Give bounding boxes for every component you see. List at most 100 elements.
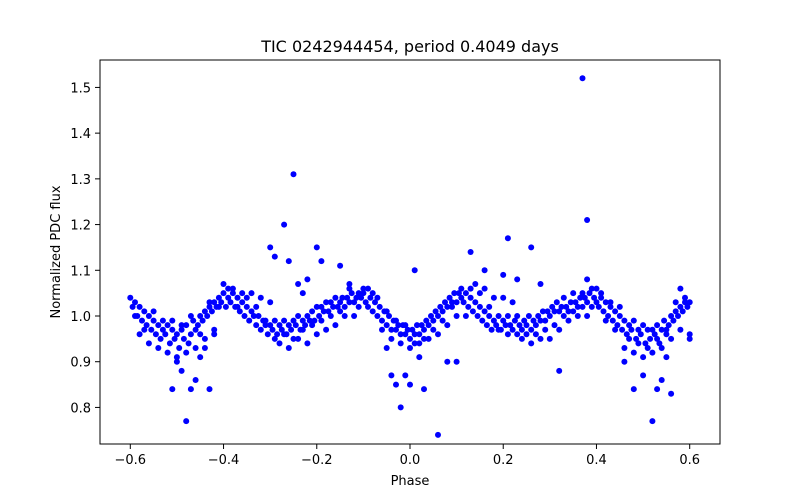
data-point	[225, 294, 232, 301]
data-point	[446, 294, 453, 301]
data-point	[467, 294, 474, 301]
data-point	[376, 303, 383, 310]
data-point	[490, 294, 497, 301]
data-point	[166, 340, 173, 347]
data-point	[591, 294, 598, 301]
data-point	[330, 303, 337, 310]
data-point	[295, 313, 302, 319]
data-point	[602, 317, 609, 324]
data-point	[222, 303, 229, 310]
data-point	[495, 326, 502, 333]
data-point	[593, 285, 600, 292]
data-point	[379, 317, 385, 324]
data-point	[556, 367, 563, 374]
data-point	[537, 317, 544, 324]
x-axis: −0.6 −0.4 −0.2 0.0 0.2 0.4 0.6	[115, 444, 700, 468]
data-point	[553, 299, 560, 306]
data-point	[194, 322, 201, 329]
data-point	[255, 313, 262, 319]
data-point	[299, 326, 306, 333]
data-point	[488, 326, 495, 333]
data-point	[623, 331, 630, 338]
data-point	[145, 313, 152, 319]
data-point	[677, 285, 684, 292]
data-point	[155, 322, 162, 329]
data-point	[211, 299, 218, 306]
data-point	[612, 308, 619, 315]
data-point	[453, 358, 460, 365]
data-point	[467, 249, 474, 255]
data-point	[299, 290, 306, 297]
y-tick-label: 1.2	[70, 219, 91, 234]
data-point	[402, 372, 409, 379]
data-point	[654, 322, 661, 329]
data-point	[630, 349, 637, 356]
data-point	[421, 386, 427, 393]
data-point	[462, 313, 469, 319]
data-point	[218, 299, 225, 306]
data-point	[675, 313, 681, 319]
data-point	[411, 267, 418, 274]
data-point	[649, 326, 656, 333]
data-point	[509, 326, 516, 333]
data-point	[409, 326, 416, 333]
data-point	[236, 308, 243, 315]
data-point	[299, 317, 306, 324]
data-point	[516, 322, 523, 329]
data-point	[143, 322, 150, 329]
data-point	[635, 326, 642, 333]
data-point	[152, 331, 159, 338]
data-point	[430, 326, 437, 333]
data-point	[311, 317, 318, 324]
data-point	[423, 317, 430, 324]
data-point	[668, 335, 675, 342]
data-point	[579, 290, 586, 297]
data-point	[290, 317, 297, 324]
data-point	[586, 290, 593, 297]
data-point	[630, 317, 637, 324]
data-point	[348, 290, 355, 297]
data-point	[612, 326, 619, 333]
data-point	[605, 313, 612, 319]
data-point	[481, 285, 488, 292]
data-point	[686, 299, 693, 306]
data-point	[190, 317, 197, 324]
data-point	[383, 308, 390, 315]
data-point	[570, 308, 577, 315]
data-point	[276, 322, 283, 329]
data-point	[197, 354, 204, 361]
data-point	[644, 326, 651, 333]
data-point	[313, 244, 320, 251]
data-point	[201, 345, 208, 351]
data-point	[164, 349, 171, 356]
data-point	[372, 299, 378, 306]
data-point	[239, 290, 246, 297]
data-point	[325, 308, 332, 315]
data-point	[577, 294, 584, 301]
data-point	[430, 317, 437, 324]
data-point	[451, 290, 458, 297]
data-point	[173, 331, 180, 338]
y-tick-label: 1.3	[70, 173, 91, 188]
data-point	[281, 317, 288, 324]
data-point	[229, 290, 236, 297]
data-point	[472, 281, 479, 287]
data-point	[493, 322, 500, 329]
data-point	[579, 303, 586, 310]
data-point	[565, 308, 572, 315]
data-point	[239, 299, 246, 306]
data-point	[344, 294, 351, 301]
data-point	[626, 322, 633, 329]
data-point	[395, 322, 402, 329]
data-point	[633, 335, 640, 342]
data-point	[183, 349, 190, 356]
data-point	[171, 335, 178, 342]
data-point	[358, 294, 365, 301]
data-point	[682, 299, 688, 306]
data-point	[584, 313, 591, 319]
data-point	[183, 322, 190, 329]
data-point	[346, 299, 353, 306]
data-point	[215, 303, 222, 310]
data-point	[486, 303, 493, 310]
data-point	[351, 299, 358, 306]
